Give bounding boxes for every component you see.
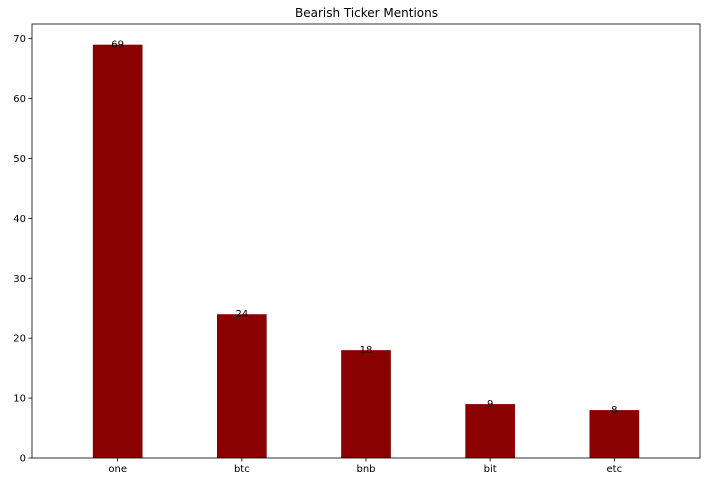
bar-bnb <box>341 350 391 458</box>
bar-bit <box>465 404 515 458</box>
data-label-bit: 9 <box>487 399 493 410</box>
plot-frame <box>31 23 701 459</box>
y-tick-label-60: 60 <box>13 94 26 105</box>
data-label-bnb: 18 <box>360 345 373 356</box>
x-tick-label-btc: btc <box>234 464 250 475</box>
y-tick-label-70: 70 <box>13 34 26 45</box>
x-tick-label-bit: bit <box>484 464 497 475</box>
data-label-etc: 8 <box>611 405 617 416</box>
x-tick-label-etc: etc <box>607 464 623 475</box>
x-tick-label-one: one <box>108 464 127 475</box>
bar-etc <box>589 410 640 458</box>
data-label-btc: 24 <box>235 309 248 320</box>
y-tick-label-20: 20 <box>13 334 26 345</box>
y-tick-label-30: 30 <box>13 274 26 285</box>
plot-area: 69 one 24 btc 18 bnb 9 bit 8 etc 0 10 20 30 40 50 60 70 <box>13 23 701 475</box>
data-label-one: 69 <box>111 40 124 51</box>
x-tick-label-bnb: bnb <box>356 464 375 475</box>
bar-one <box>92 44 143 459</box>
y-tick-label-50: 50 <box>13 154 26 165</box>
bar-btc <box>217 314 267 458</box>
chart-title: Bearish Ticker Mentions <box>295 6 438 20</box>
y-tick-label-0: 0 <box>20 454 26 465</box>
y-tick-label-40: 40 <box>13 214 26 225</box>
y-tick-label-10: 10 <box>13 394 26 405</box>
